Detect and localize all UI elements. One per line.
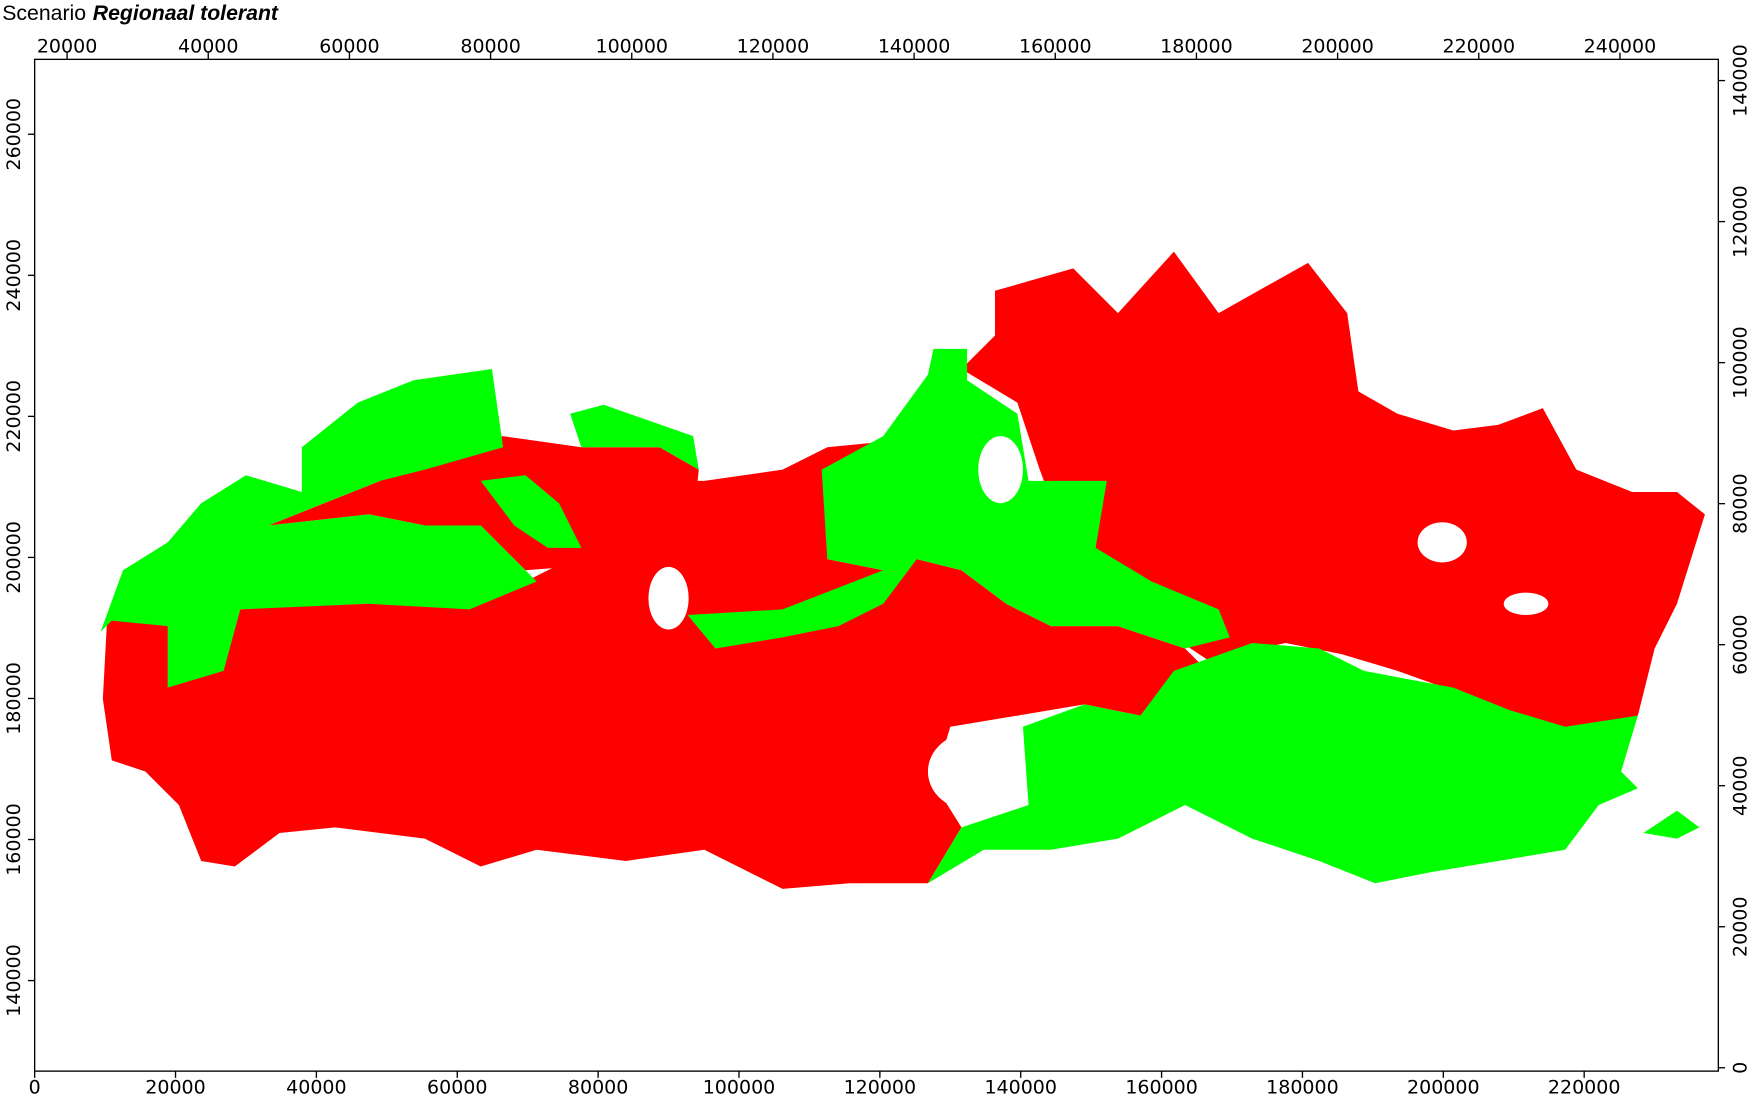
tick-label: 120000 bbox=[844, 1076, 917, 1098]
tick-label: 240000 bbox=[3, 239, 25, 312]
green-area bbox=[1643, 811, 1699, 839]
tick-label: 260000 bbox=[3, 98, 25, 171]
tick-label: 160000 bbox=[1125, 1076, 1198, 1098]
tick-label: 120000 bbox=[737, 36, 810, 58]
gap bbox=[1504, 593, 1549, 615]
tick-label: 220000 bbox=[1548, 1076, 1621, 1098]
title-prefix: Scenario bbox=[2, 1, 86, 25]
tick-label: 240000 bbox=[1584, 36, 1657, 58]
tick-label: 40000 bbox=[1729, 755, 1751, 815]
land-cover bbox=[101, 252, 1705, 889]
tick-label: 180000 bbox=[1160, 36, 1233, 58]
gap bbox=[928, 732, 1017, 810]
tick-label: 100000 bbox=[1729, 326, 1751, 399]
tick-label: 160000 bbox=[3, 803, 25, 876]
gap bbox=[978, 436, 1023, 503]
tick-label: 20000 bbox=[145, 1076, 205, 1098]
tick-label: 40000 bbox=[286, 1076, 346, 1098]
tick-label: 120000 bbox=[1729, 185, 1751, 258]
tick-label: 100000 bbox=[703, 1076, 776, 1098]
tick-label: 140000 bbox=[984, 1076, 1057, 1098]
tick-label: 220000 bbox=[3, 380, 25, 453]
gap bbox=[648, 567, 688, 630]
tick-label: 180000 bbox=[1266, 1076, 1339, 1098]
tick-label: 80000 bbox=[568, 1076, 628, 1098]
tick-label: 60000 bbox=[319, 36, 379, 58]
map-title: Scenario Regionaal tolerant bbox=[2, 1, 279, 25]
tick-label: 0 bbox=[29, 1076, 41, 1098]
tick-label: 20000 bbox=[37, 36, 97, 58]
tick-label: 100000 bbox=[595, 36, 668, 58]
tick-label: 140000 bbox=[1729, 44, 1751, 117]
tick-label: 220000 bbox=[1443, 36, 1516, 58]
title-emphasis: Regionaal tolerant bbox=[93, 1, 279, 25]
tick-label: 200000 bbox=[1407, 1076, 1480, 1098]
tick-label: 160000 bbox=[1019, 36, 1092, 58]
tick-label: 80000 bbox=[460, 36, 520, 58]
tick-label: 140000 bbox=[3, 944, 25, 1017]
tick-label: 180000 bbox=[3, 662, 25, 735]
tick-label: 40000 bbox=[178, 36, 238, 58]
tick-label: 20000 bbox=[1729, 897, 1751, 957]
map-view: Scenario Regionaal tolerant 20000 40000 600… bbox=[0, 0, 1753, 1107]
tick-label: 140000 bbox=[878, 36, 951, 58]
tick-label: 200000 bbox=[3, 521, 25, 594]
tick-label: 60000 bbox=[1729, 614, 1751, 674]
tick-label: 200000 bbox=[1301, 36, 1374, 58]
tick-label: 60000 bbox=[427, 1076, 487, 1098]
gap bbox=[1418, 522, 1467, 562]
tick-label: 80000 bbox=[1729, 473, 1751, 533]
tick-label: 0 bbox=[1729, 1062, 1751, 1074]
